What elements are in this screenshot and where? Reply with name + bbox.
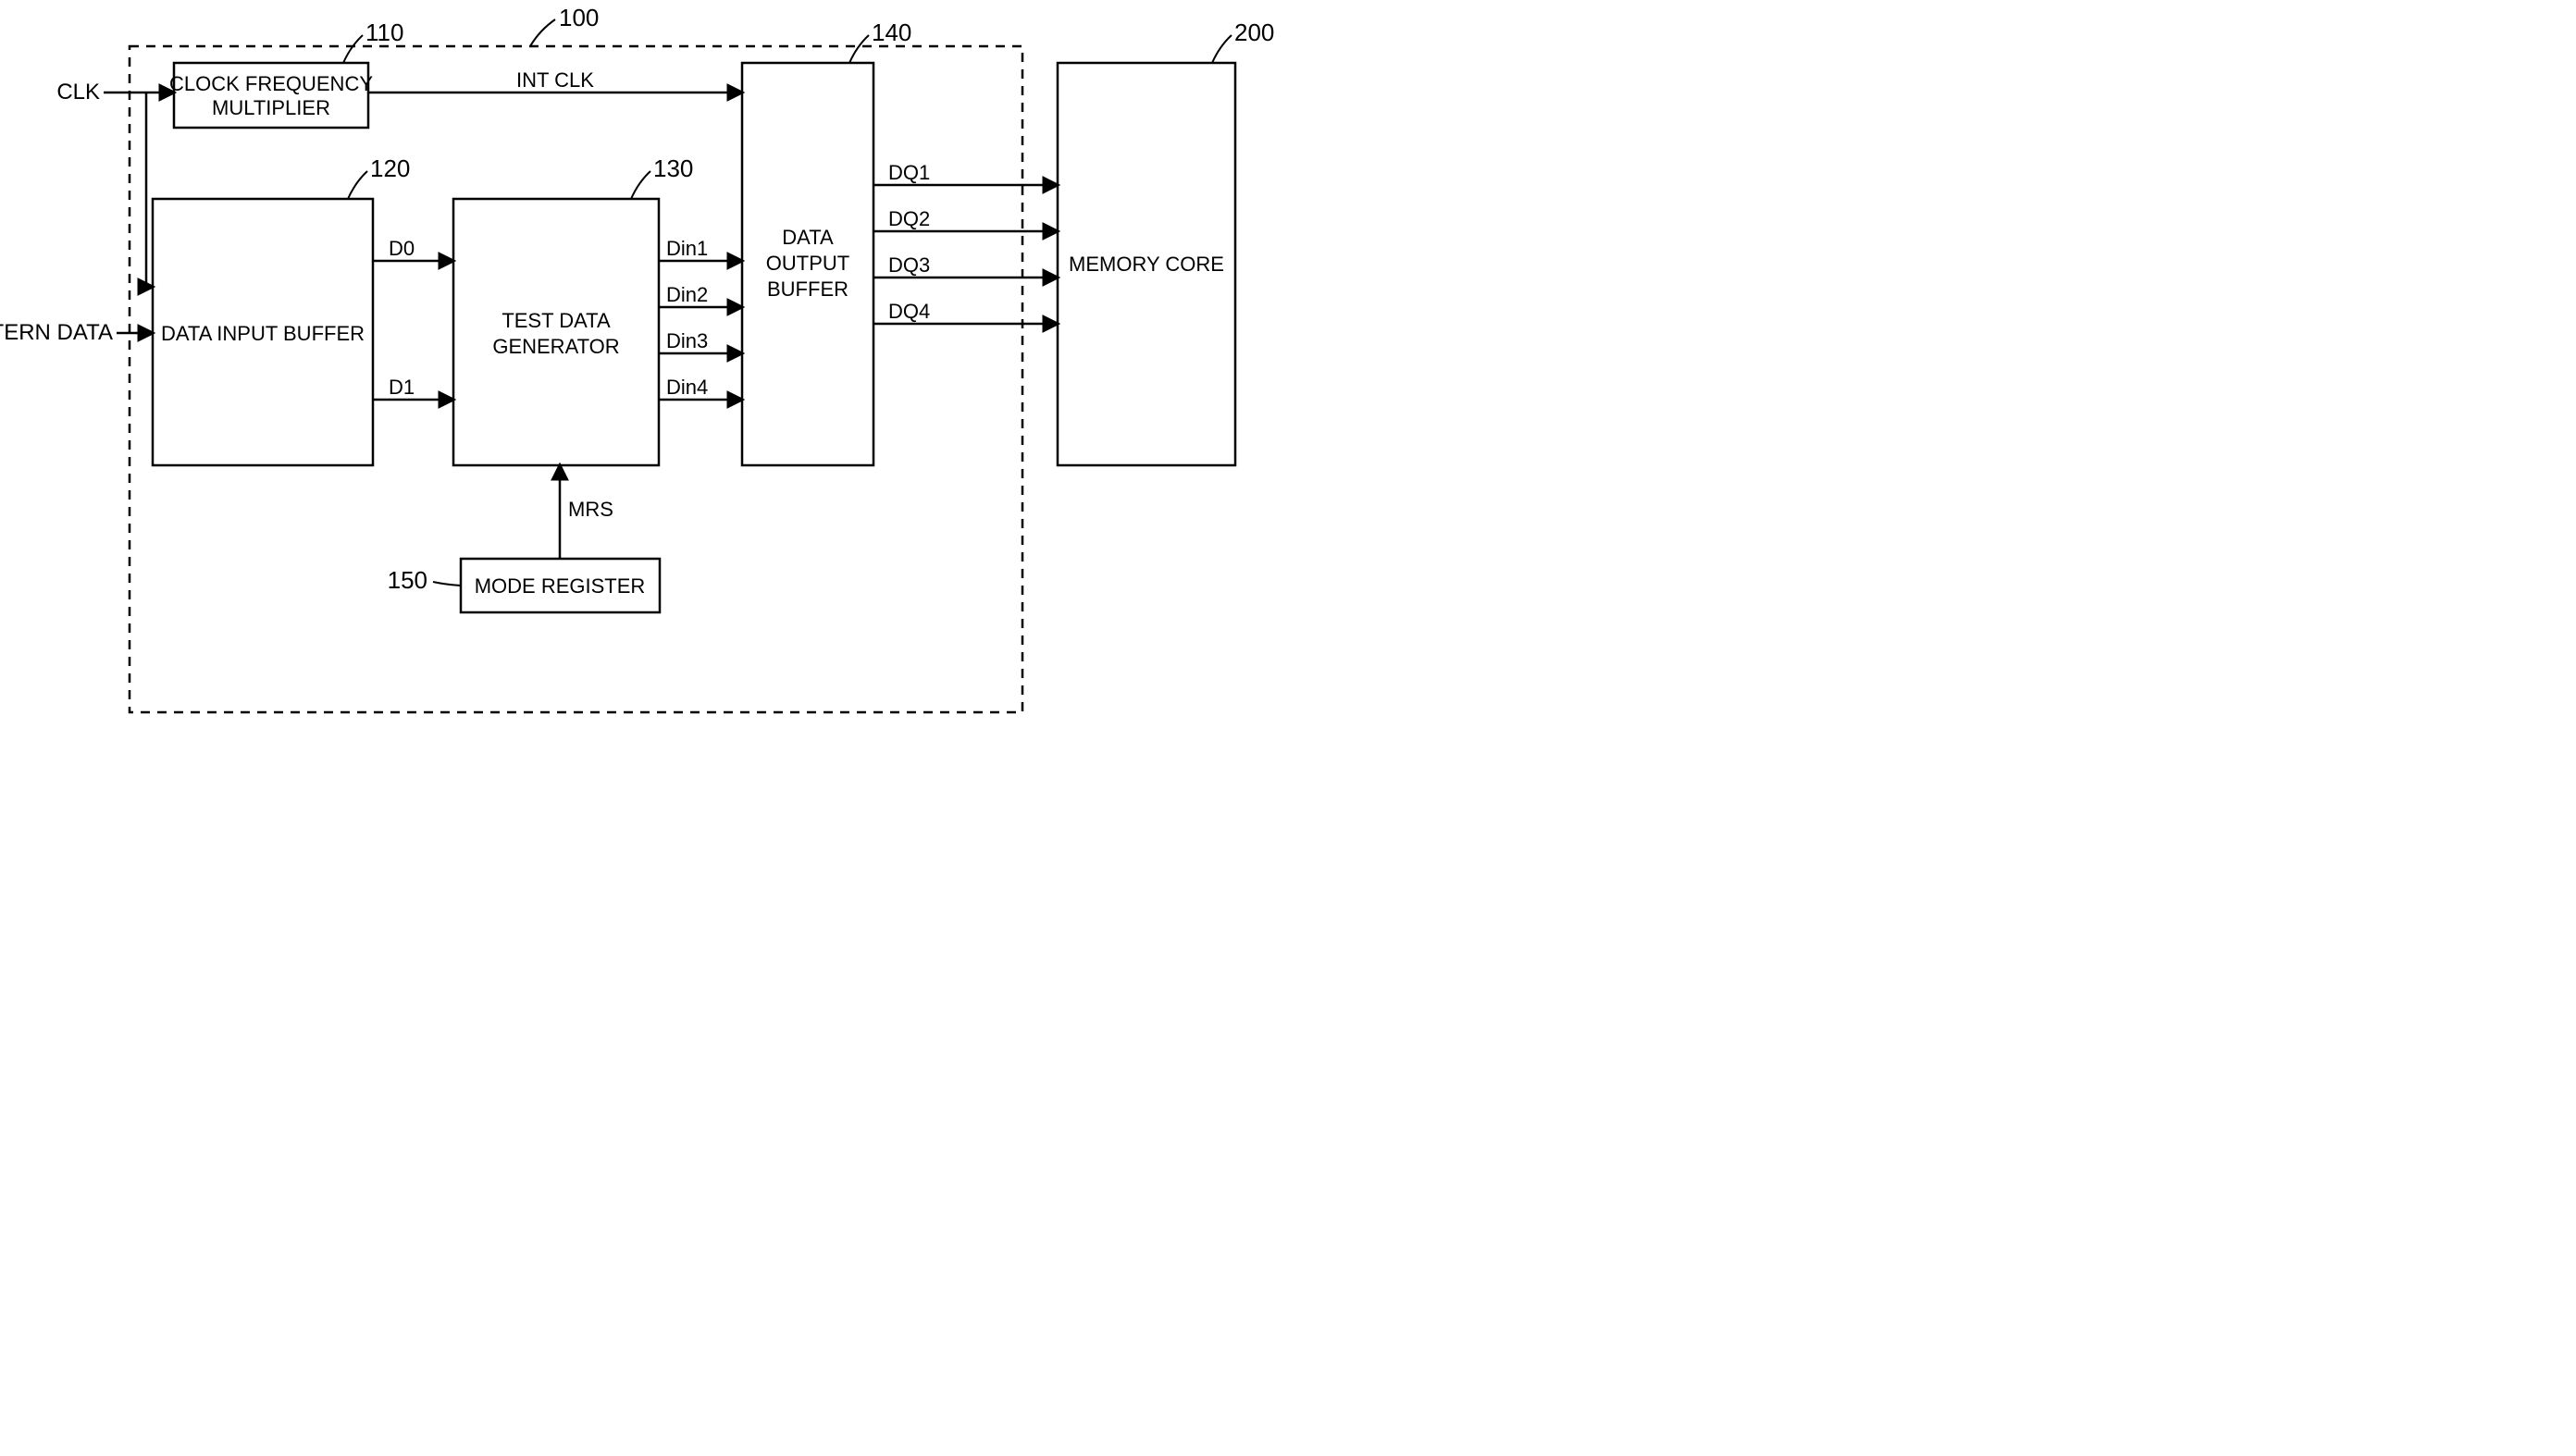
clock-multiplier-label-l2: MULTIPLIER: [212, 96, 330, 119]
d0-label: D0: [389, 237, 415, 260]
ref-200-leader: [1212, 35, 1232, 63]
ref-130: 130: [653, 154, 693, 182]
clk-signal-label: CLK: [56, 80, 100, 105]
dq2-label: DQ2: [888, 207, 930, 230]
din4-label: Din4: [666, 376, 708, 399]
ref-110-leader: [343, 35, 363, 63]
test-data-generator-label-l2: GENERATOR: [492, 335, 619, 358]
ref-140-leader: [849, 35, 869, 63]
ref-100-leader: [530, 19, 555, 46]
ref-120: 120: [370, 154, 410, 182]
din2-label: Din2: [666, 283, 708, 306]
memory-core-label: MEMORY CORE: [1069, 253, 1224, 276]
int-clk-label: INT CLK: [516, 68, 594, 92]
ref-150-leader: [433, 582, 461, 586]
dq4-label: DQ4: [888, 300, 930, 323]
test-data-generator-box: [453, 199, 659, 465]
clock-multiplier-label-l1: CLOCK FREQUENCY: [169, 72, 373, 95]
dq1-label: DQ1: [888, 161, 930, 184]
ref-130-leader: [631, 171, 650, 199]
ref-140: 140: [872, 19, 911, 46]
mrs-label: MRS: [568, 498, 613, 521]
d1-label: D1: [389, 376, 415, 399]
ref-200: 200: [1234, 19, 1274, 46]
ref-150: 150: [388, 566, 427, 594]
test-pattern-label: TEST PATTERN DATA: [0, 320, 113, 345]
ref-120-leader: [348, 171, 367, 199]
dq3-label: DQ3: [888, 253, 930, 277]
data-output-buffer-label-l3: BUFFER: [767, 278, 848, 301]
data-input-buffer-label: DATA INPUT BUFFER: [161, 322, 365, 345]
ref-110: 110: [365, 19, 403, 46]
ref-100: 100: [559, 4, 599, 31]
block-diagram: CLOCK FREQUENCY MULTIPLIER DATA INPUT BU…: [0, 0, 1369, 759]
data-output-buffer-label-l1: DATA: [782, 226, 834, 249]
data-output-buffer-label-l2: OUTPUT: [766, 252, 849, 275]
test-data-generator-label-l1: TEST DATA: [502, 309, 611, 332]
din3-label: Din3: [666, 329, 708, 352]
mode-register-label: MODE REGISTER: [475, 574, 646, 598]
din1-label: Din1: [666, 237, 708, 260]
